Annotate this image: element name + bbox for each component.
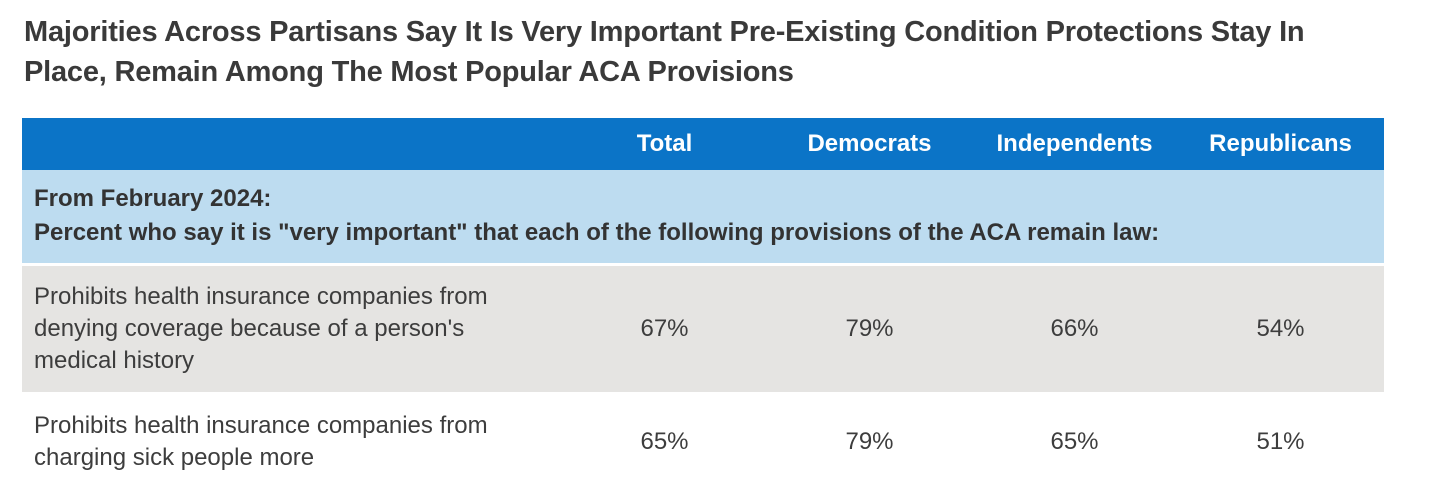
table-row: Prohibits health insurance companies fro… bbox=[22, 395, 1384, 482]
table-row: Prohibits health insurance companies fro… bbox=[22, 266, 1384, 395]
col-header-empty bbox=[22, 118, 562, 170]
row-label: Prohibits health insurance companies fro… bbox=[22, 395, 562, 482]
cell-independents: 66% bbox=[972, 266, 1177, 395]
cell-republicans: 54% bbox=[1177, 266, 1384, 395]
aca-provisions-table: Total Democrats Independents Republicans… bbox=[22, 118, 1384, 482]
row-label: Prohibits health insurance companies fro… bbox=[22, 266, 562, 395]
col-header-republicans: Republicans bbox=[1177, 118, 1384, 170]
col-header-independents: Independents bbox=[972, 118, 1177, 170]
subheader-line-2: Percent who say it is "very important" t… bbox=[34, 219, 1160, 246]
cell-democrats: 79% bbox=[767, 266, 972, 395]
cell-democrats: 79% bbox=[767, 395, 972, 482]
cell-republicans: 51% bbox=[1177, 395, 1384, 482]
col-header-total: Total bbox=[562, 118, 767, 170]
page-title: Majorities Across Partisans Say It Is Ve… bbox=[24, 16, 1305, 88]
subheader-cell: From February 2024: Percent who say it i… bbox=[22, 170, 1384, 266]
table-header-row: Total Democrats Independents Republicans bbox=[22, 118, 1384, 170]
cell-total: 65% bbox=[562, 395, 767, 482]
subheader-row: From February 2024: Percent who say it i… bbox=[22, 170, 1384, 266]
cell-total: 67% bbox=[562, 266, 767, 395]
subheader-line-1: From February 2024: bbox=[34, 185, 272, 212]
cell-independents: 65% bbox=[972, 395, 1177, 482]
col-header-democrats: Democrats bbox=[767, 118, 972, 170]
